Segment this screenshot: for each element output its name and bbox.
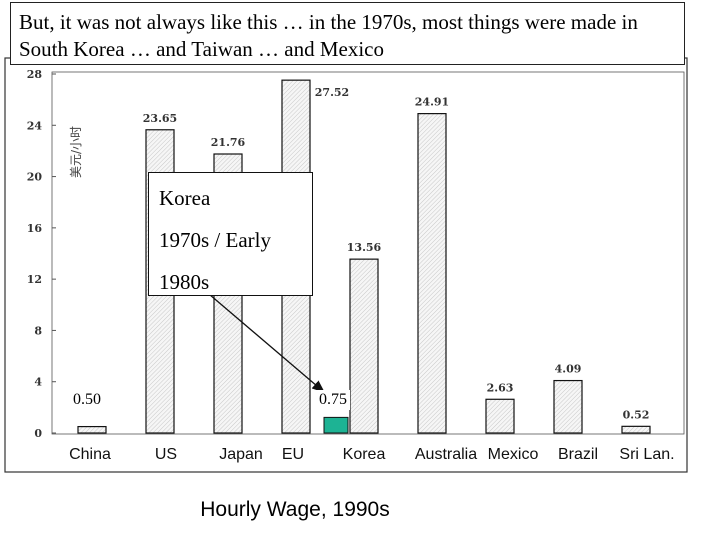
callout-arrow xyxy=(195,282,325,393)
china-1970s-label: 0.50 xyxy=(70,390,104,410)
y-tick-label: 16 xyxy=(27,222,43,235)
chart-title: Hourly Wage, 1990s xyxy=(200,498,390,521)
x-tick-label: EU xyxy=(282,446,304,463)
x-tick-label: Australia xyxy=(415,446,477,463)
callout-line-1: Korea xyxy=(159,186,211,210)
y-tick-label: 24 xyxy=(27,119,43,132)
bar-china xyxy=(77,425,107,434)
bar-mexico xyxy=(485,398,515,434)
x-tick-label: Mexico xyxy=(488,446,539,463)
value-labels: 23.65 21.76 27.52 13.56 24.91 2.63 4.09 0.52 xyxy=(143,86,650,421)
y-tick-label: 28 xyxy=(27,68,43,81)
bar-australia xyxy=(417,113,447,434)
x-tick-label: Korea xyxy=(343,446,386,463)
bar-sri-lan xyxy=(621,425,651,434)
callout-line-2: 1970s / Early xyxy=(159,228,271,252)
value-label: 23.65 xyxy=(143,112,177,125)
value-label: 13.56 xyxy=(347,241,382,254)
x-tick-label: Sri Lan. xyxy=(619,446,674,463)
value-label: 27.52 xyxy=(315,86,349,99)
y-tick-label: 8 xyxy=(34,324,42,337)
x-tick-label: China xyxy=(69,446,111,463)
callout-box: Korea 1970s / Early 1980s xyxy=(148,172,313,296)
value-label: 24.91 xyxy=(415,96,449,109)
value-label: 2.63 xyxy=(487,381,514,394)
korea-1970s-bar xyxy=(323,416,349,434)
y-tick-label: 20 xyxy=(27,171,43,184)
y-axis: 0 4 8 12 16 20 24 28 xyxy=(27,68,56,440)
caption-box: But, it was not always like this … in th… xyxy=(10,2,685,65)
callout-line-3: 1980s xyxy=(159,270,210,294)
value-label: 4.09 xyxy=(555,363,582,376)
korea-1970s-label: 0.75 xyxy=(316,390,350,410)
x-tick-label: Brazil xyxy=(558,446,598,463)
y-tick-label: 12 xyxy=(27,273,42,286)
value-label: 0.52 xyxy=(623,408,650,421)
x-axis-labels: China US Japan EU Korea Australia Mexico Brazil… xyxy=(69,446,674,463)
y-tick-label: 4 xyxy=(34,376,42,389)
y-tick-label: 0 xyxy=(34,427,42,440)
x-tick-label: US xyxy=(155,446,177,463)
x-tick-label: Japan xyxy=(219,446,263,463)
y-axis-label: 美元/小时 xyxy=(69,126,83,178)
bar-korea xyxy=(349,258,379,434)
value-label: 21.76 xyxy=(211,136,246,149)
bar-brazil xyxy=(553,379,583,434)
axes-box xyxy=(51,71,685,435)
